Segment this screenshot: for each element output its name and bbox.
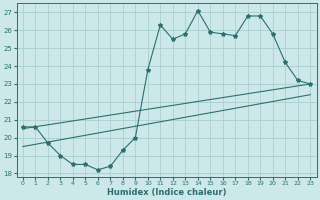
X-axis label: Humidex (Indice chaleur): Humidex (Indice chaleur) bbox=[107, 188, 226, 197]
